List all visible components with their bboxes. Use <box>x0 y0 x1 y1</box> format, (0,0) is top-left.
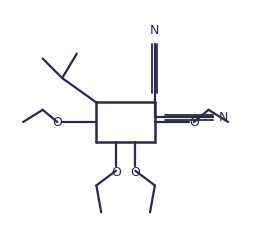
Text: O: O <box>130 166 140 179</box>
Text: N: N <box>218 111 228 124</box>
Text: O: O <box>189 115 199 129</box>
Text: O: O <box>52 115 62 129</box>
Text: N: N <box>150 24 159 37</box>
Text: O: O <box>111 166 121 179</box>
